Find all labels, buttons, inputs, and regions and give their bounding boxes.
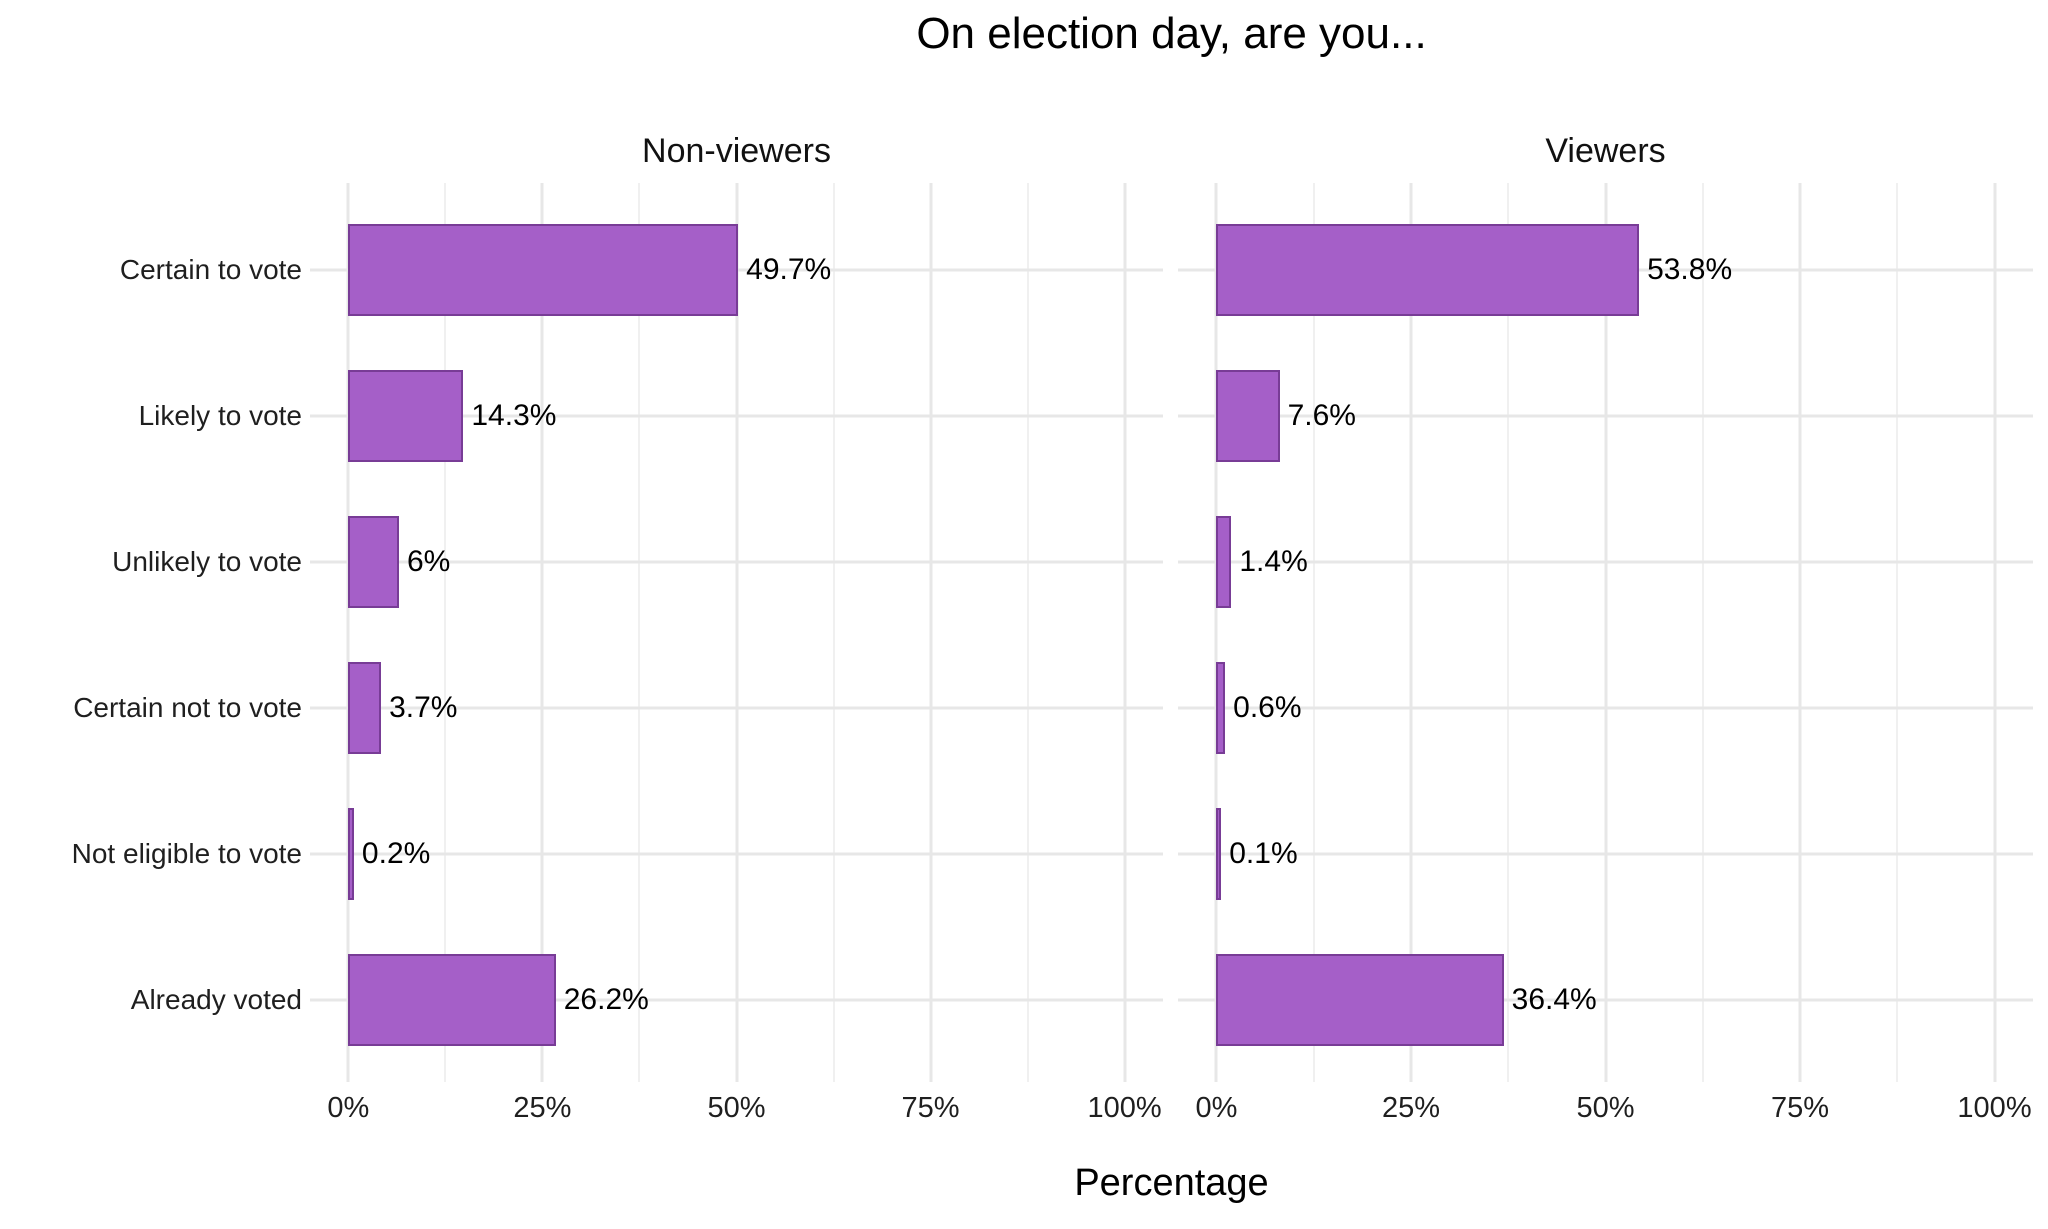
bar-value-label: 7.6% xyxy=(1287,399,1356,433)
major-gridline xyxy=(540,183,544,1082)
category-gridline xyxy=(310,852,1163,856)
minor-gridline xyxy=(1312,183,1315,1082)
bar xyxy=(348,516,399,609)
major-gridline xyxy=(1993,183,1997,1082)
bar-value-label: 36.4% xyxy=(1511,983,1597,1016)
category-gridline xyxy=(1178,998,2033,1002)
x-tick-label: 75% xyxy=(1770,1092,1830,1124)
minor-gridline xyxy=(1026,183,1029,1082)
category-gridline xyxy=(310,998,1163,1002)
x-tick-label: 100% xyxy=(1087,1092,1162,1124)
bar xyxy=(1216,954,1504,1046)
y-axis-label: Certain not to vote xyxy=(73,692,302,724)
bar xyxy=(1216,370,1280,463)
bar-value-label: 0.6% xyxy=(1233,691,1302,725)
major-gridline xyxy=(1604,183,1607,1082)
minor-gridline xyxy=(1507,183,1510,1082)
x-tick-label: 100% xyxy=(1957,1092,2032,1124)
x-axis-ticks-non-viewers: 0% 25% 50% 75% 100% xyxy=(310,1092,1163,1128)
minor-gridline xyxy=(832,183,835,1082)
major-gridline xyxy=(1123,183,1127,1082)
y-axis-label: Unlikely to vote xyxy=(112,546,302,578)
facet-label-non-viewers: Non-viewers xyxy=(642,132,831,170)
bar xyxy=(348,808,354,900)
bar-value-label: 26.2% xyxy=(563,983,649,1016)
x-tick-label: 75% xyxy=(901,1092,960,1124)
x-tick-label: 0% xyxy=(1195,1092,1238,1124)
major-gridline xyxy=(1409,183,1413,1082)
x-tick-label: 50% xyxy=(707,1092,766,1124)
bar xyxy=(1216,808,1222,900)
major-gridline xyxy=(346,183,350,1082)
major-gridline xyxy=(1214,183,1218,1082)
category-gridline xyxy=(1178,706,2033,710)
minor-gridline xyxy=(1896,183,1899,1082)
bar xyxy=(1216,224,1640,317)
y-axis-label: Already voted xyxy=(130,984,302,1015)
bar-value-label: 0.1% xyxy=(1229,837,1298,870)
x-axis-title: Percentage xyxy=(1074,1162,1269,1204)
bar-value-label: 1.4% xyxy=(1239,545,1308,579)
bar-value-label: 0.2% xyxy=(361,837,431,870)
bar xyxy=(348,224,739,317)
bar xyxy=(348,662,382,755)
chart-title: On election day, are you... xyxy=(916,9,1427,58)
major-gridline xyxy=(929,183,933,1082)
bar xyxy=(1216,662,1226,755)
bar xyxy=(348,954,556,1046)
bar xyxy=(348,370,464,463)
major-gridline xyxy=(1798,183,1802,1082)
y-axis-label: Not eligible to vote xyxy=(71,838,302,869)
bar-value-label: 14.3% xyxy=(471,399,557,433)
category-gridline xyxy=(310,560,1163,564)
minor-gridline xyxy=(444,183,447,1082)
x-tick-label: 0% xyxy=(327,1092,370,1124)
minor-gridline xyxy=(638,183,641,1082)
x-tick-label: 25% xyxy=(1381,1092,1441,1124)
category-gridline xyxy=(1178,852,2033,856)
category-gridline xyxy=(310,706,1163,710)
bar-value-label: 49.7% xyxy=(746,253,832,287)
y-axis-label: Certain to vote xyxy=(119,254,302,286)
minor-gridline xyxy=(1701,183,1704,1082)
category-gridline xyxy=(1178,560,2033,564)
y-axis-label: Likely to vote xyxy=(138,400,302,432)
major-gridline xyxy=(735,183,738,1082)
category-gridline xyxy=(310,414,1163,418)
x-tick-label: 25% xyxy=(513,1092,572,1124)
bar xyxy=(1216,516,1232,609)
panel-viewers: 53.8% 7.6% 1.4% 0.6% 0.1% 36.4% xyxy=(1178,183,2033,1082)
panel-non-viewers: 49.7% 14.3% 6% 3.7% 0.2% 26.2% xyxy=(310,183,1163,1082)
bar-value-label: 53.8% xyxy=(1647,253,1733,287)
x-axis-ticks-viewers: 0% 25% 50% 75% 100% xyxy=(1178,1092,2033,1128)
bar-value-label: 3.7% xyxy=(389,691,458,725)
facet-label-viewers: Viewers xyxy=(1545,132,1666,170)
bar-value-label: 6% xyxy=(406,545,451,579)
x-tick-label: 50% xyxy=(1576,1092,1635,1124)
category-gridline xyxy=(1178,414,2033,418)
y-axis-labels: Certain to vote Likely to vote Unlikely to… xyxy=(0,183,302,1082)
